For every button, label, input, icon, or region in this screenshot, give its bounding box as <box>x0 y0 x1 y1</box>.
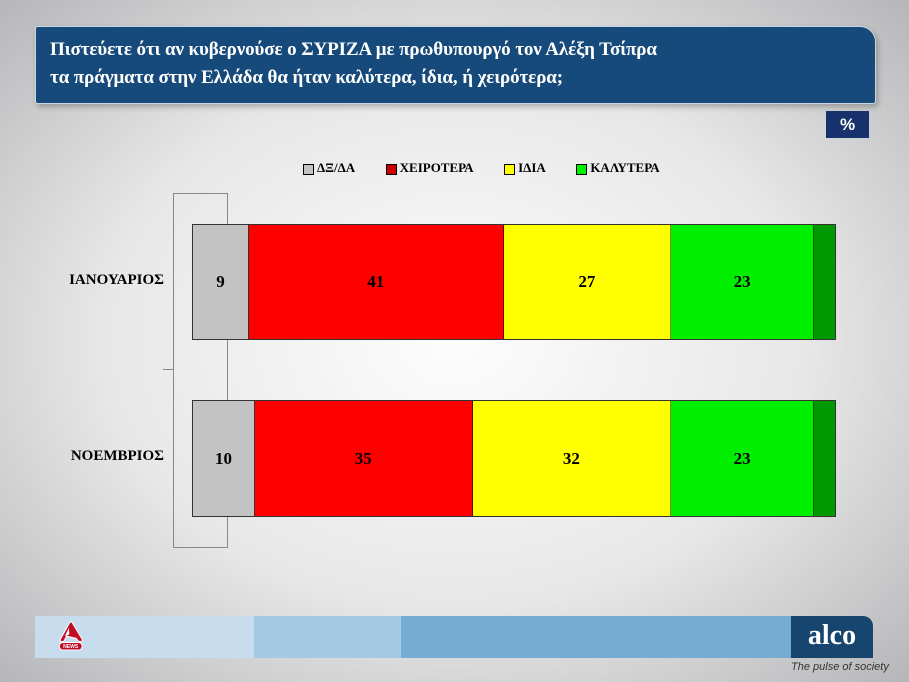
svg-text:NEWS: NEWS <box>63 644 79 650</box>
